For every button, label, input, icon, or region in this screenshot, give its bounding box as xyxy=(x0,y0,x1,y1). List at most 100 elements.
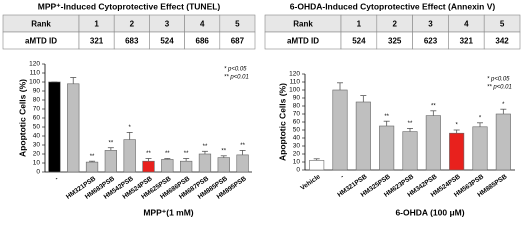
bar xyxy=(309,160,325,171)
significance-mark: ** xyxy=(109,140,114,146)
y-tick-label: 20 xyxy=(33,151,41,158)
table-text: 687 xyxy=(231,37,245,46)
y-tick-label: 50 xyxy=(293,127,301,134)
bar xyxy=(48,81,61,173)
table-text: 321 xyxy=(460,37,474,46)
y-tick-label: 120 xyxy=(29,61,40,68)
y-tick-label: 70 xyxy=(33,106,41,113)
y-tick-label: 30 xyxy=(33,142,41,149)
x-axis-title: MPP⁺(1 mM) xyxy=(143,207,193,217)
table-text: 1 xyxy=(357,20,362,29)
y-tick-label: 80 xyxy=(293,103,301,110)
table-text: aMTD ID xyxy=(25,37,57,46)
significance-note: ** p<0.01 xyxy=(224,75,249,81)
table-text: Rank xyxy=(31,20,51,29)
y-tick-label: 10 xyxy=(293,159,301,166)
chart-title: MPP⁺-Induced Cytoprotective Effect (TUNE… xyxy=(38,1,221,11)
x-tick-label: Vehicle xyxy=(299,173,322,192)
table-text: 3 xyxy=(428,20,433,29)
y-tick-label: 0 xyxy=(36,169,40,176)
bar xyxy=(142,160,155,173)
bar xyxy=(198,153,212,173)
bar xyxy=(180,160,193,173)
y-tick-label: 20 xyxy=(293,151,301,158)
y-tick-label: 40 xyxy=(293,135,301,142)
significance-mark: ** xyxy=(408,121,413,127)
significance-mark: * xyxy=(455,123,458,129)
y-axis-title: Apoptotic Cells (%) xyxy=(17,79,27,157)
y-tick-label: 80 xyxy=(33,97,41,104)
bar xyxy=(236,154,249,173)
significance-note: ** p<0.01 xyxy=(487,85,512,91)
x-tick-label: - xyxy=(54,175,60,182)
table-cell xyxy=(219,31,256,50)
bar xyxy=(217,157,230,173)
significance-mark: ** xyxy=(221,148,226,154)
significance-note: * p<0.05 xyxy=(487,77,510,83)
significance-mark: ** xyxy=(165,151,170,157)
bar xyxy=(332,89,348,171)
page: Rank 1 2 3 4 5 aMTD ID 321 683 524 686 687 MPP⁺-Indu… xyxy=(2,1,521,218)
y-tick-label: 120 xyxy=(289,71,300,78)
y-axis-title: Apoptotic Cells (%) xyxy=(277,83,287,161)
bar xyxy=(472,126,488,171)
table-text: 3 xyxy=(165,20,170,29)
table-text: 321 xyxy=(90,37,104,46)
significance-mark: ** xyxy=(146,151,151,157)
y-tick-label: 30 xyxy=(293,143,301,150)
significance-mark: * xyxy=(129,125,132,131)
table-text: Rank xyxy=(293,20,313,29)
table-text: 623 xyxy=(424,37,438,46)
significance-mark: ** xyxy=(384,114,389,120)
x-tick-label: - xyxy=(339,173,345,180)
table-text: 686 xyxy=(196,37,210,46)
table-text: 325 xyxy=(388,37,402,46)
table-text: 5 xyxy=(500,20,505,29)
bar xyxy=(161,159,174,173)
y-tick-label: 100 xyxy=(289,87,300,94)
table-cell xyxy=(483,31,521,50)
bar xyxy=(449,132,465,171)
significance-mark: ** xyxy=(184,151,189,157)
y-tick-label: 90 xyxy=(33,88,41,95)
chart-title: 6-OHDA-Induced Cytoprotective Effect (An… xyxy=(290,1,496,11)
significance-mark: ** xyxy=(431,103,436,109)
x-axis-title: 6-OHDA (100 μM) xyxy=(395,207,464,217)
table-text: aMTD ID xyxy=(287,37,319,46)
y-tick-label: 110 xyxy=(30,70,41,77)
bar xyxy=(402,131,418,171)
table-text: 2 xyxy=(130,20,135,29)
significance-mark: ** xyxy=(240,143,245,149)
y-tick-label: 60 xyxy=(293,119,301,126)
table-text: 4 xyxy=(200,20,205,29)
y-tick-label: 40 xyxy=(33,133,41,140)
y-tick-label: 100 xyxy=(29,79,40,86)
table-text: 5 xyxy=(235,20,240,29)
significance-mark: * xyxy=(502,102,505,108)
bar xyxy=(495,113,511,171)
bar xyxy=(85,161,99,173)
bar xyxy=(355,101,371,171)
y-tick-label: 110 xyxy=(290,79,301,86)
y-tick-label: 10 xyxy=(33,160,41,167)
bar xyxy=(123,139,136,173)
table-text: 4 xyxy=(464,20,469,29)
table-text: 342 xyxy=(495,37,509,46)
table-text: 524 xyxy=(160,37,174,46)
significance-mark: ** xyxy=(203,144,208,150)
y-tick-label: 0 xyxy=(296,167,300,174)
figure: Rank 1 2 3 4 5 aMTD ID 321 683 524 686 687 MPP⁺-Indu… xyxy=(2,1,521,217)
bar xyxy=(425,115,441,171)
y-tick-label: 90 xyxy=(293,95,301,102)
bar xyxy=(104,150,117,173)
table-text: 683 xyxy=(125,37,139,46)
y-tick-label: 60 xyxy=(33,115,41,122)
y-tick-label: 50 xyxy=(33,124,41,131)
y-tick-label: 70 xyxy=(293,111,301,118)
significance-mark: ** xyxy=(90,154,95,160)
table-text: 1 xyxy=(94,20,99,29)
significance-note: * p<0.05 xyxy=(224,67,247,73)
significance-mark: * xyxy=(479,115,482,121)
table-text: 524 xyxy=(352,37,366,46)
bar xyxy=(379,125,395,171)
